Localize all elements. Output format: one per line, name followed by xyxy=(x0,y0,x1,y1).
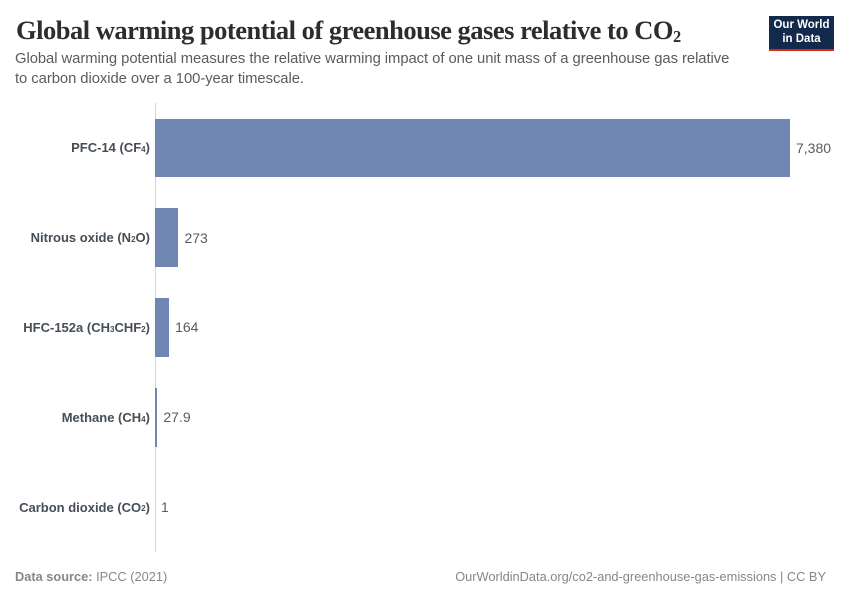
footer-attribution[interactable]: OurWorldinData.org/co2-and-greenhouse-ga… xyxy=(455,569,826,584)
bar-rows: PFC-14 (CF 4) 7,380 Nitrous oxide (N 2 O) 2… xyxy=(0,103,850,552)
owid-logo[interactable]: Our World in Data xyxy=(769,16,834,51)
bar-row: Carbon dioxide (CO 2) 1 xyxy=(0,462,850,552)
owid-logo-accent-bar xyxy=(769,48,834,51)
plot-area: PFC-14 (CF 4) 7,380 Nitrous oxide (N 2 O) 2… xyxy=(0,103,850,552)
value-label: 164 xyxy=(175,319,199,336)
footer-source-label: Data source: xyxy=(15,569,93,584)
bar[interactable] xyxy=(155,388,158,447)
bar-row: HFC-152a (CH 3 CHF 2) 164 xyxy=(0,283,850,373)
category-label: Nitrous oxide (N 2 O) xyxy=(30,230,150,246)
bar-area: 7,380 xyxy=(155,118,850,178)
owid-logo-line1: Our World xyxy=(773,19,830,31)
bar-area: 273 xyxy=(155,208,850,267)
bar[interactable] xyxy=(155,208,179,267)
chart-title: Global warming potential of greenhouse g… xyxy=(16,14,682,47)
category-label: PFC-14 (CF 4) xyxy=(71,140,150,156)
bar-row: Methane (CH 4) 27.9 xyxy=(0,372,850,462)
category-label: Methane (CH 4) xyxy=(61,409,150,425)
bar-row: PFC-14 (CF 4) 7,380 xyxy=(0,103,850,193)
value-label: 7,380 xyxy=(796,139,832,156)
owid-logo-line2: in Data xyxy=(782,33,821,45)
value-label: 273 xyxy=(184,229,208,246)
value-label: 27.9 xyxy=(163,409,191,426)
footer-source-value: IPCC (2021) xyxy=(96,569,168,584)
bar[interactable] xyxy=(155,298,170,357)
chart-subtitle: Global warming potential measures the re… xyxy=(15,51,730,87)
bar-area: 164 xyxy=(155,298,850,357)
bar[interactable] xyxy=(155,118,790,178)
footer-source: Data source: IPCC (2021) xyxy=(15,569,167,584)
bar-area: 1 xyxy=(155,478,850,537)
bar-row: Nitrous oxide (N 2 O) 273 xyxy=(0,193,850,283)
category-label: Carbon dioxide (CO 2) xyxy=(19,499,150,515)
value-label: 1 xyxy=(161,499,169,516)
category-label: HFC-152a (CH 3 CHF 2) xyxy=(23,319,150,335)
bar-area: 27.9 xyxy=(155,388,850,447)
